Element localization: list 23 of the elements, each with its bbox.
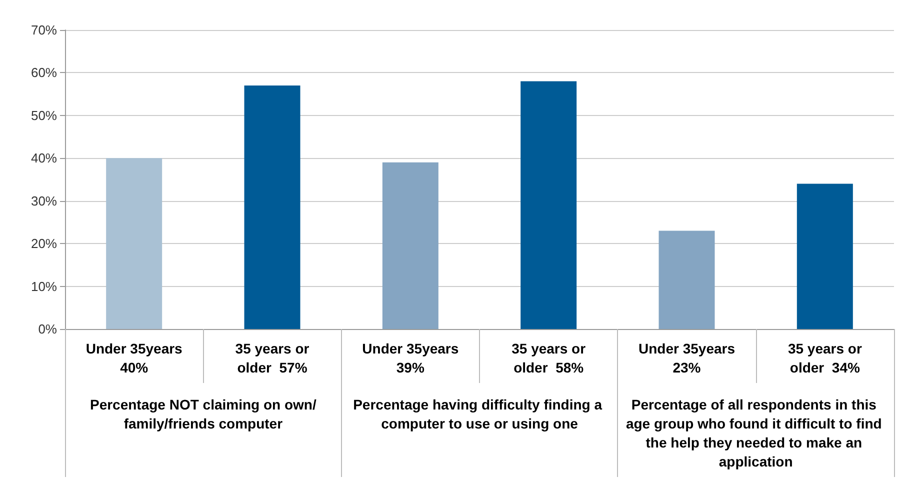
y-tick-label: 70%: [30, 22, 58, 38]
x-tick-label: Under 35years 39%: [362, 340, 459, 376]
y-tick-label: 10%: [30, 278, 58, 294]
y-tick-label: 50%: [30, 108, 58, 123]
text: Percentage NOT claiming on own/family/friends computer: [90, 396, 316, 432]
y-tick-label: 0%: [38, 322, 58, 336]
text: Percentage of all respondents in this age group who found it difficult to find the help they needed to make an application: [626, 396, 886, 470]
bar: [382, 162, 438, 329]
y-tick-label: 60%: [30, 65, 58, 80]
text: Percentage having difficulty finding a computer to use or using one: [353, 396, 606, 432]
bar: [658, 230, 715, 329]
x-tick-label: 35 years or older 58%: [512, 340, 586, 376]
y-tick-label: 40%: [30, 150, 58, 166]
bar: [106, 158, 162, 329]
bar: [244, 86, 300, 329]
x-tick-label: Under 35years 40%: [86, 340, 183, 376]
y-tick-label: 30%: [30, 193, 58, 208]
x-tick-label: Under 35years 23%: [638, 340, 736, 376]
x-tick-label: 35 years or older 57%: [235, 340, 310, 376]
x-tick-label: 35 years or older 34%: [788, 340, 862, 376]
bar: [796, 184, 853, 329]
y-tick-label: 20%: [30, 236, 58, 252]
bar: [520, 81, 577, 329]
